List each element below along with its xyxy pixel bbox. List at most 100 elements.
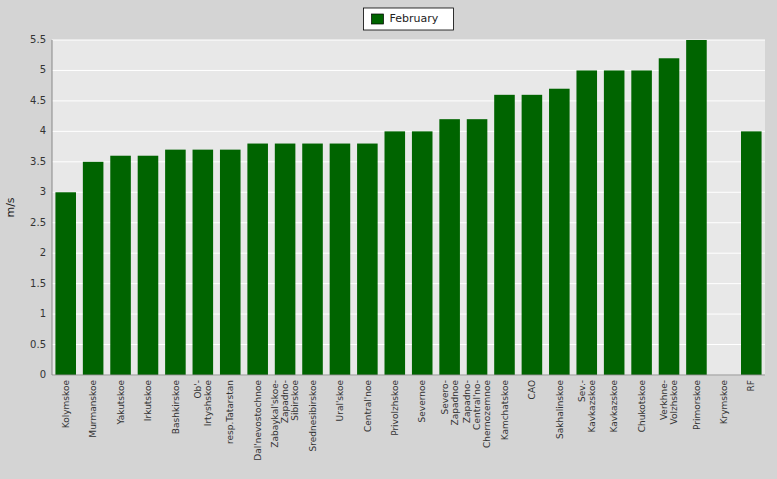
y-tick-label: 3.5 — [30, 156, 46, 167]
x-tick-label-line: Sev.- — [577, 380, 587, 402]
bar — [83, 162, 104, 375]
bar — [659, 58, 680, 375]
x-tick-label: Murmanskoe — [88, 380, 98, 438]
x-tick-label-line: Kamchatskoe — [500, 380, 510, 441]
x-tick-label: RF — [746, 380, 756, 391]
y-tick-label: 2.5 — [30, 217, 46, 228]
bar — [275, 144, 296, 375]
x-tick-label-line: Privolzhskoe — [390, 380, 400, 436]
x-tick-label-line: Kavkazskoe — [587, 380, 597, 433]
x-tick-label: Zapadno-Central'no-Chernozemnoe — [462, 380, 492, 449]
x-tick-label-line: Zapadno- — [280, 380, 290, 423]
x-tick-label: CAO — [527, 380, 537, 399]
x-tick-label: Verkhne-Volzhskoe — [659, 380, 679, 425]
x-tick-label-line: Verkhne- — [659, 380, 669, 420]
x-tick-label-line: CAO — [527, 380, 537, 399]
y-tick-label: 0.5 — [30, 339, 46, 350]
legend-label: February — [390, 12, 439, 25]
x-tick-label-line: Kavkazskoe — [609, 380, 619, 433]
x-tick-label: Privolzhskoe — [390, 380, 400, 436]
bar — [220, 150, 241, 375]
x-tick-label-line: Zapadnoe — [450, 380, 460, 426]
y-tick-label: 4 — [40, 125, 46, 136]
x-tick-label: Severo-Zapadnoe — [440, 380, 460, 426]
legend: February — [364, 8, 454, 30]
bar — [55, 192, 76, 375]
grid-line — [52, 40, 765, 41]
x-tick-label-line: Murmanskoe — [88, 380, 98, 438]
x-tick-label-line: resp.Tatarstan — [225, 380, 235, 444]
x-tick-label-line: Srednesibirskoe — [308, 380, 318, 452]
x-tick-label-line: Chernozemnoe — [482, 380, 492, 449]
chart: 0 0.5 1 1.5 2 2.5 3 3.5 4 4.5 5 5.5 Kolymskoe Murmans… — [0, 0, 777, 479]
grid-line — [52, 283, 765, 284]
x-tick-label-line: Sibirskoe — [290, 380, 300, 421]
x-tick-label-line: Chukotskoe — [637, 380, 647, 433]
grid-line — [52, 253, 765, 254]
x-tick-label-line: Yakutskoe — [116, 380, 126, 426]
y-tick-label: 0 — [40, 369, 46, 380]
x-tick-label-line: Severnoe — [417, 380, 427, 423]
x-tick-label-line: RF — [746, 380, 756, 391]
x-tick-label: Severnoe — [417, 380, 427, 423]
x-tick-label: Central'noe — [363, 380, 373, 432]
bar — [165, 150, 186, 375]
bar — [631, 70, 652, 375]
x-tick-label: Primorskoe — [692, 380, 702, 431]
grid-line — [52, 314, 765, 315]
bar — [576, 70, 597, 375]
grid-line — [52, 375, 765, 376]
y-tick-label: 4.5 — [30, 95, 46, 106]
x-tick-label: Ob'-Irtyshskoe — [193, 380, 213, 427]
bar — [522, 95, 543, 375]
grid-line — [52, 192, 765, 193]
x-tick-label: Irkutskoe — [143, 380, 153, 422]
x-tick-label-line: Ob'- — [193, 380, 203, 399]
x-tick-label-line: Primorskoe — [692, 380, 702, 431]
bar — [330, 144, 351, 375]
grid-line — [52, 161, 765, 162]
bars — [55, 40, 761, 375]
y-tick-label: 1 — [40, 308, 46, 319]
x-tick-label: Zabaykal'skoe-Zapadno-Sibirskoe — [270, 380, 300, 448]
bar — [193, 150, 214, 375]
bar — [549, 89, 570, 375]
x-tick-label: Srednesibirskoe — [308, 380, 318, 452]
x-tick-label: Sakhalinskoe — [555, 380, 565, 439]
y-axis — [52, 40, 53, 375]
x-tick-label: Bashkirskoe — [171, 380, 181, 435]
x-tick-label-line: Zapadno- — [462, 380, 472, 423]
grid-line — [52, 222, 765, 223]
x-tick-label-line: Central'no- — [472, 380, 482, 430]
x-tick-label: Dal'nevostochnoe — [253, 380, 263, 461]
x-tick-label-line: Ural'skoe — [335, 380, 345, 422]
x-tick-label-line: Irtyshskoe — [203, 380, 213, 427]
x-tick-label: Kamchatskoe — [500, 380, 510, 441]
bar — [467, 119, 488, 375]
legend-swatch — [372, 14, 384, 24]
x-tick-label: Yakutskoe — [116, 380, 126, 426]
x-axis — [52, 375, 765, 376]
grid-line — [52, 100, 765, 101]
x-tick-label-line: Volzhskoe — [669, 380, 679, 425]
x-tick-label-line: Irkutskoe — [143, 380, 153, 422]
x-tick-label: Kolymskoe — [61, 380, 71, 429]
y-tick-label: 5.5 — [30, 34, 46, 45]
x-tick-label-line: Bashkirskoe — [171, 380, 181, 435]
y-tick-label: 1.5 — [30, 278, 46, 289]
x-tick-label-line: Central'noe — [363, 380, 373, 432]
bar — [138, 156, 159, 375]
bar — [741, 131, 762, 375]
bar — [686, 40, 707, 375]
y-tick-label: 3 — [40, 186, 46, 197]
x-tick-label: Chukotskoe — [637, 380, 647, 433]
bar — [302, 144, 323, 375]
x-tick-label-line: Krymskoe — [719, 380, 729, 425]
x-tick-label: Sev.-Kavkazskoe — [577, 380, 597, 433]
x-tick-label-line: Zabaykal'skoe- — [270, 380, 280, 448]
y-axis-label: m/s — [4, 197, 17, 217]
bar — [412, 131, 433, 375]
x-tick-label: Ural'skoe — [335, 380, 345, 422]
y-tick-label: 5 — [40, 64, 46, 75]
y-tick-label: 2 — [40, 247, 46, 258]
